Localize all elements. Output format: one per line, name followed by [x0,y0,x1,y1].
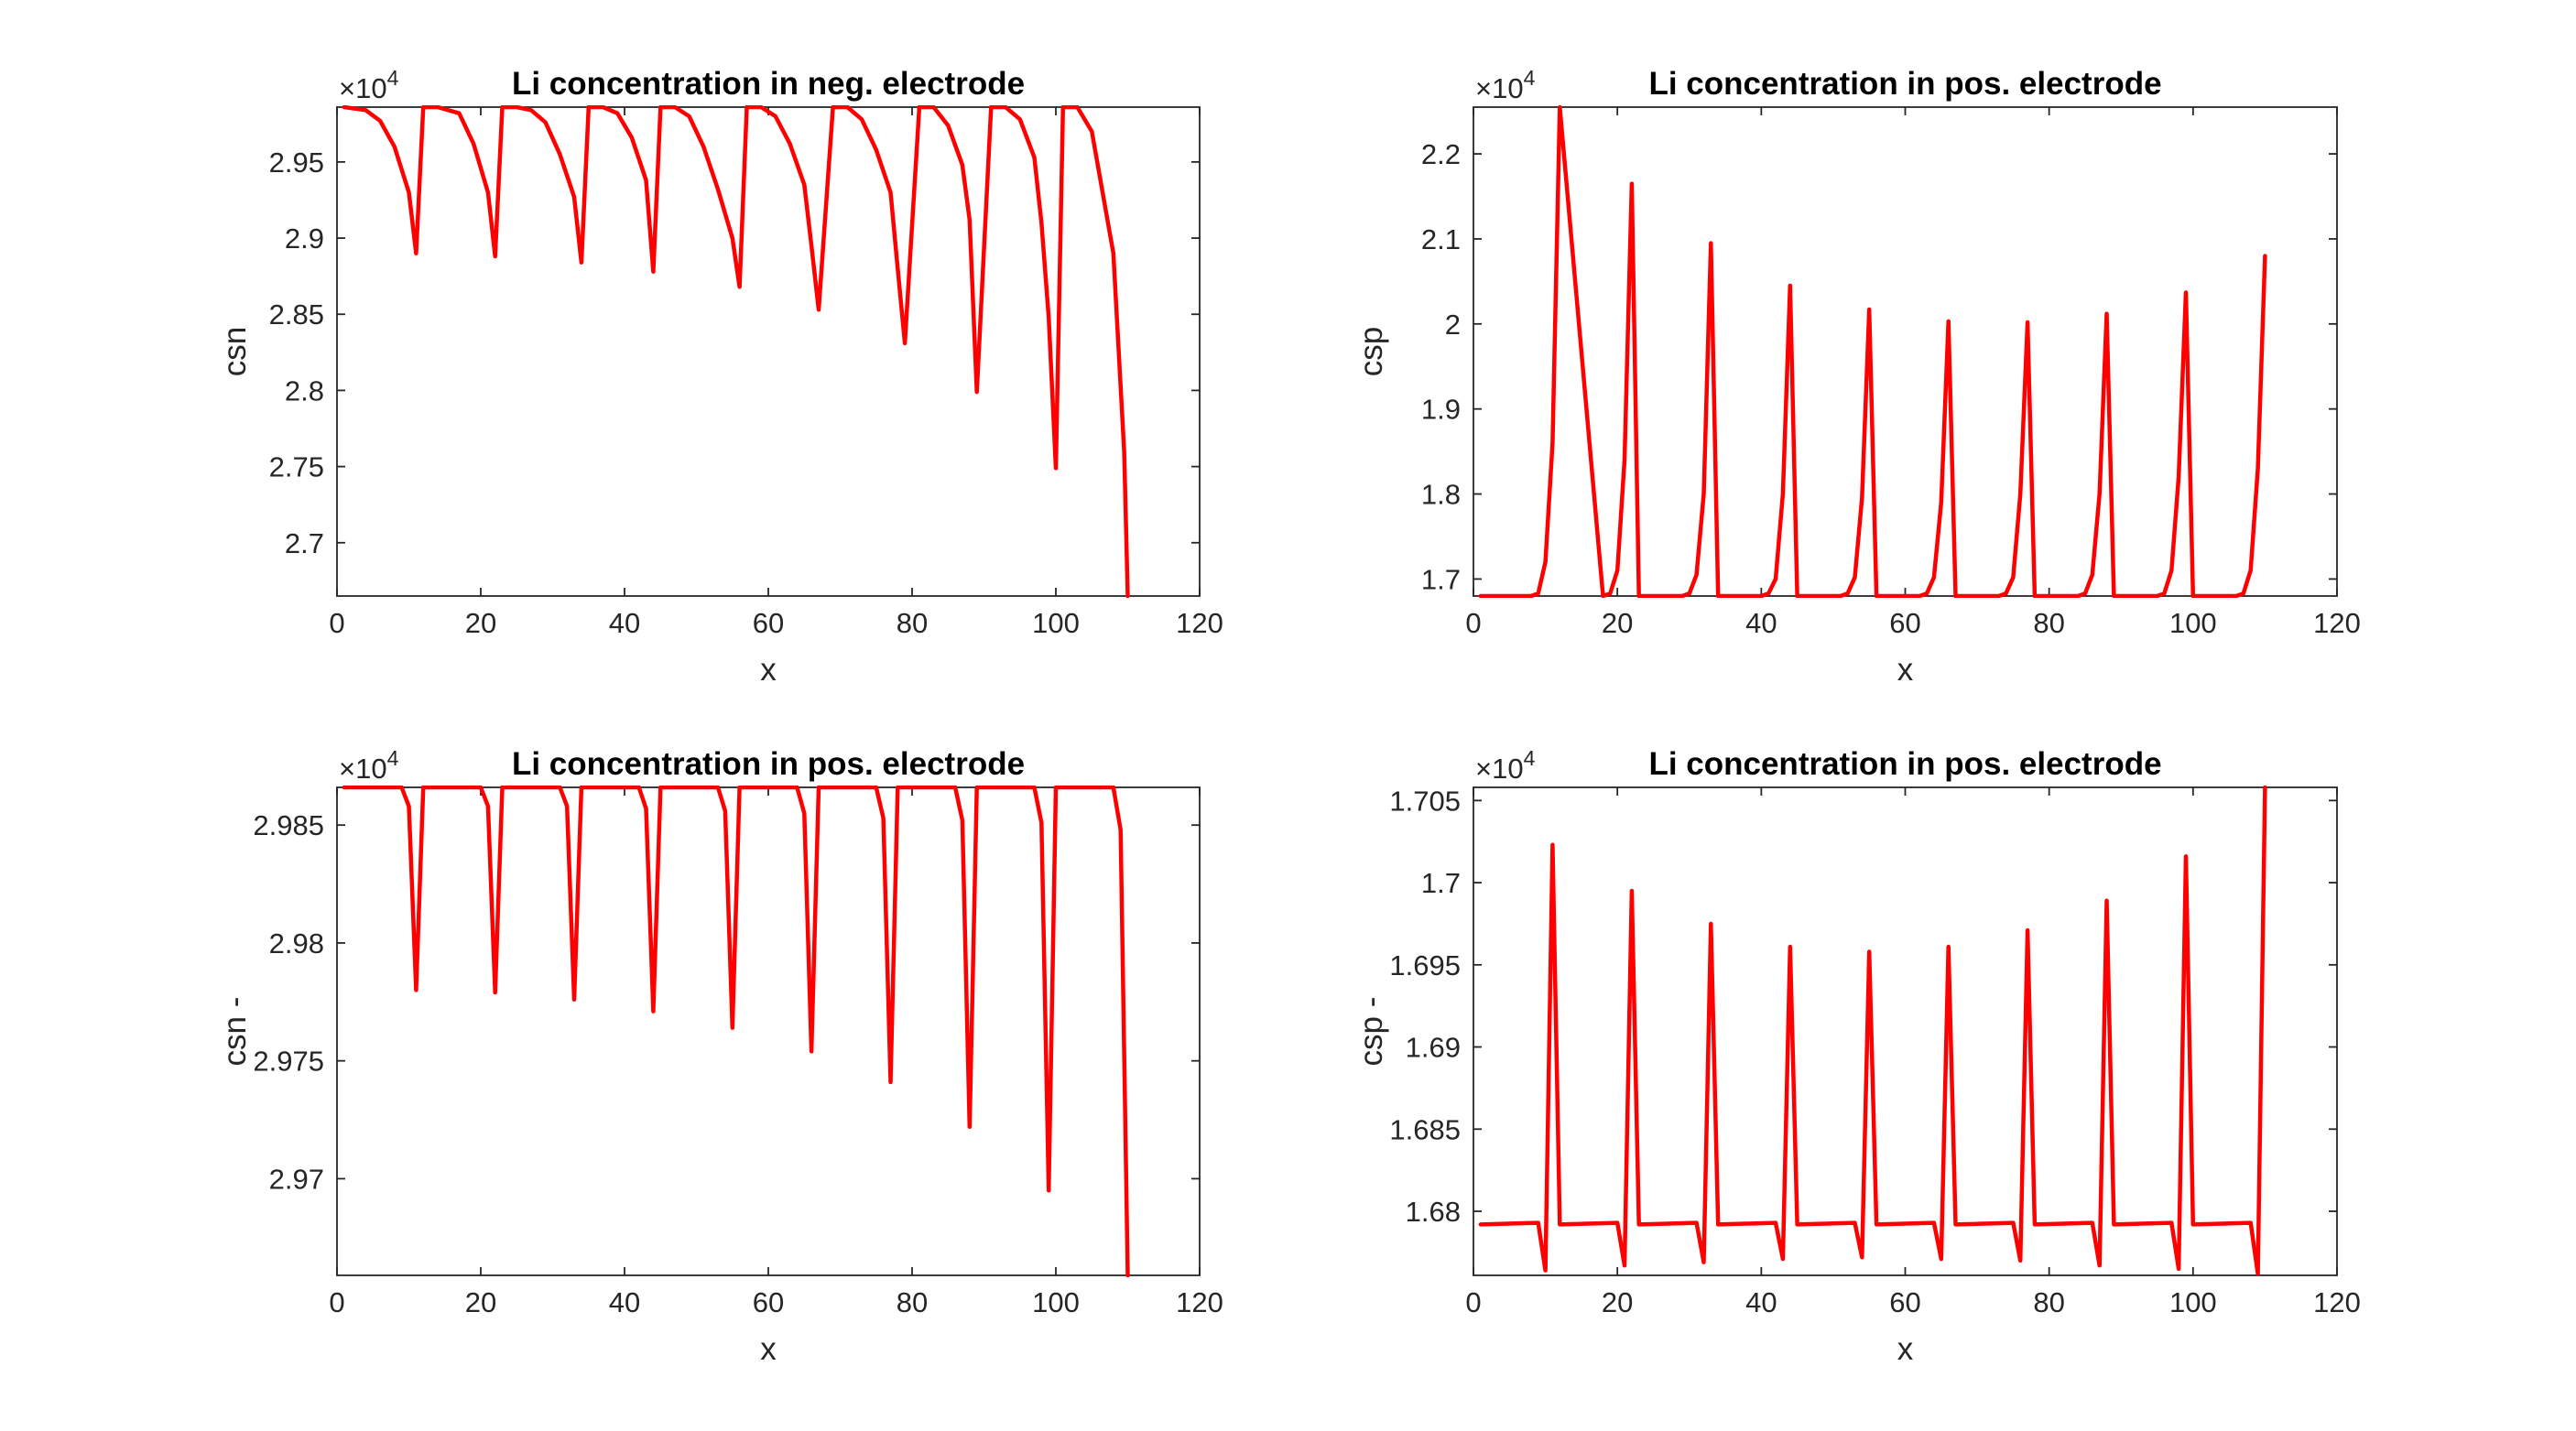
x-tick-label: 0 [1465,607,1481,639]
exponent-power: 4 [387,746,399,770]
subplot-3: 0 20 40 60 80 100 120 2.97 2.975 2.98 2.985 ×104 Li … [217,746,1223,1367]
exponent-power: 4 [387,66,399,90]
x-tick-label: 100 [1032,607,1080,639]
y-tick-label: 1.685 [1389,1113,1461,1145]
x-tick-label: 40 [609,607,640,639]
x-axis-label: x [760,652,777,688]
y-tick-label: 2.1 [1421,223,1461,255]
y-tick-label: 2.97 [269,1163,324,1195]
x-tick-label: 120 [2313,1286,2361,1318]
series-line [1478,786,2267,1276]
y-tick-label: 1.69 [1406,1032,1461,1064]
x-tick-label: 100 [1032,1286,1080,1318]
x-tick-label: 120 [1176,1286,1223,1318]
y-tick-label: 2.975 [253,1046,324,1078]
x-tick-label: 0 [1465,1286,1481,1318]
x-tick-label: 40 [1745,1286,1777,1318]
y-tick-label: 1.7 [1421,867,1461,899]
y-exponent-label: ×104 [1475,66,1536,104]
x-tick-label: 120 [2313,607,2361,639]
y-tick-label: 1.8 [1421,479,1461,511]
x-tick-label: 0 [329,1286,344,1318]
x-tick-label: 20 [465,607,496,639]
x-axis-label: x [1897,652,1914,688]
y-tick-label: 2 [1445,309,1461,341]
axes-box [336,786,1201,1276]
exponent-multiplier: ×10 [1475,753,1524,785]
x-tick-label: 100 [2169,607,2217,639]
series-line [1478,105,2267,598]
y-exponent-label: ×104 [339,746,399,785]
y-axis-label: csp [1353,327,1389,376]
x-tick-label: 20 [1602,1286,1633,1318]
x-tick-label: 120 [1176,607,1223,639]
y-tick-label: 1.7 [1421,563,1461,595]
chart-title: Li concentration in pos. electrode [1648,66,2161,102]
y-tick-label: 2.9 [285,222,324,255]
y-tick-label: 2.8 [285,374,324,407]
y-axis-label: csn - [217,997,253,1067]
x-tick-label: 40 [609,1286,640,1318]
chart-title: Li concentration in pos. electrode [512,746,1025,782]
subplot-2: 0 20 40 60 80 100 120 1.7 1.8 1.9 2 2.1 2.2 ×104 Li co… [1353,66,2361,688]
y-axis-label: csp - [1353,997,1389,1067]
y-axis-label: csn [217,327,253,376]
y-tick-label: 2.75 [269,451,324,483]
x-tick-label: 60 [1889,1286,1920,1318]
y-tick-label: 2.7 [285,527,324,559]
y-tick-label: 2.2 [1421,138,1461,170]
chart-title: Li concentration in neg. electrode [512,66,1025,102]
x-tick-label: 60 [1889,607,1920,639]
x-tick-label: 20 [1602,607,1633,639]
exponent-multiplier: ×10 [1475,72,1524,104]
axes-box [1473,106,2338,597]
y-tick-label: 1.68 [1406,1196,1461,1228]
x-tick-label: 80 [2033,607,2064,639]
x-axis-label: x [1897,1331,1914,1367]
y-tick-label: 2.98 [269,927,324,959]
axes-box [1473,786,2338,1276]
x-axis-label: x [760,1331,777,1367]
x-tick-label: 60 [753,607,784,639]
x-tick-label: 80 [2033,1286,2064,1318]
y-exponent-label: ×104 [1475,746,1536,785]
y-tick-label: 1.9 [1421,394,1461,426]
y-tick-label: 2.95 [269,146,324,179]
y-exponent-label: ×104 [339,66,399,104]
x-tick-label: 40 [1745,607,1777,639]
y-tick-label: 2.85 [269,298,324,331]
y-tick-label: 1.705 [1389,785,1461,817]
series-line [342,786,1130,1277]
exponent-multiplier: ×10 [339,72,387,104]
exponent-multiplier: ×10 [339,753,387,785]
x-tick-label: 100 [2169,1286,2217,1318]
x-tick-label: 80 [897,1286,928,1318]
x-tick-label: 0 [329,607,344,639]
chart-title: Li concentration in pos. electrode [1648,746,2161,782]
exponent-power: 4 [1524,66,1536,90]
y-tick-label: 1.695 [1389,949,1461,981]
subplot-4: 0 20 40 60 80 100 120 1.68 1.685 1.69 1.695 1.7 1.70… [1353,746,2361,1367]
x-tick-label: 60 [753,1286,784,1318]
y-tick-label: 2.985 [253,809,324,841]
exponent-power: 4 [1524,746,1536,770]
series-line [342,105,1130,598]
x-tick-label: 80 [897,607,928,639]
axes-box [336,106,1201,597]
x-tick-label: 20 [465,1286,496,1318]
subplot-1: 0 20 40 60 80 100 120 2.7 2.75 2.8 2.85 2.9 2.95 ×104… [217,66,1223,688]
